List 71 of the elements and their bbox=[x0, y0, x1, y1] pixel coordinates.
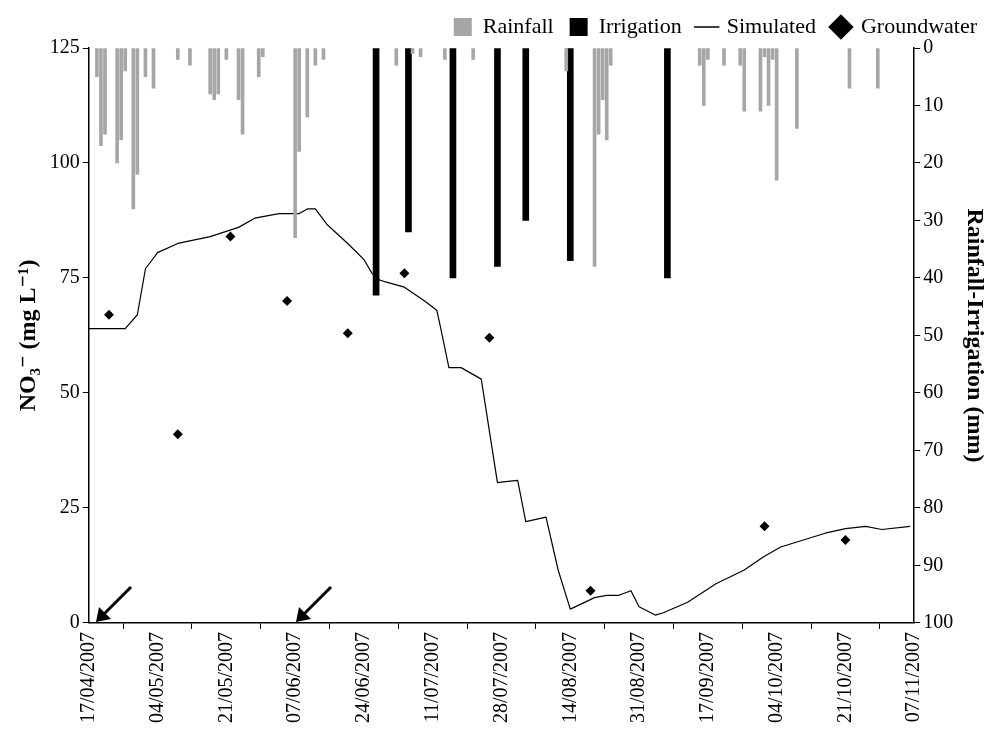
x-tick-label: 04/10/2007 bbox=[763, 631, 786, 724]
y2-tick-label: 80 bbox=[923, 495, 944, 518]
y2-tick-label: 100 bbox=[923, 610, 954, 633]
y-tick-label: 25 bbox=[59, 495, 80, 518]
y-tick-label: 75 bbox=[59, 265, 80, 288]
x-tick-label: 07/06/2007 bbox=[282, 631, 305, 724]
point bbox=[342, 328, 353, 339]
point bbox=[585, 585, 596, 596]
y2-tick-label: 20 bbox=[923, 150, 944, 173]
bar bbox=[256, 48, 261, 78]
bar bbox=[522, 48, 530, 221]
x-tick-label: 14/08/2007 bbox=[557, 631, 580, 724]
x-tick-label: 21/05/2007 bbox=[213, 631, 236, 724]
y-tick-label: 125 bbox=[49, 35, 80, 58]
bar bbox=[449, 48, 457, 279]
bar bbox=[188, 48, 192, 66]
point bbox=[104, 309, 115, 320]
bar bbox=[405, 48, 412, 233]
x-tick-label: 17/09/2007 bbox=[695, 631, 718, 724]
bar bbox=[875, 48, 880, 89]
bar bbox=[722, 48, 726, 66]
bar bbox=[394, 48, 399, 66]
point bbox=[282, 295, 293, 306]
bar bbox=[566, 48, 574, 262]
x-tick-label: 28/07/2007 bbox=[488, 631, 511, 724]
legend-label: Rainfall bbox=[482, 12, 554, 38]
bar bbox=[471, 48, 476, 60]
bar bbox=[604, 48, 609, 141]
x-tick-label: 24/06/2007 bbox=[351, 631, 374, 724]
legend-label: Irrigation bbox=[598, 12, 682, 38]
bar bbox=[212, 48, 217, 101]
y2-tick-label: 40 bbox=[923, 265, 944, 288]
point bbox=[225, 231, 236, 242]
x-tick-label: 17/04/2007 bbox=[76, 631, 99, 724]
x-tick-label: 11/07/2007 bbox=[419, 631, 442, 723]
y2-tick-label: 60 bbox=[923, 380, 944, 403]
bar bbox=[293, 48, 297, 239]
bar bbox=[564, 48, 569, 72]
bar bbox=[664, 48, 671, 279]
y2-axis-title: Rainfall-Irrigation (mm) bbox=[963, 208, 990, 463]
bar bbox=[131, 48, 136, 210]
bar bbox=[701, 48, 706, 106]
bar bbox=[305, 48, 310, 118]
legend-label: Groundwater bbox=[860, 12, 978, 38]
y-tick-label: 100 bbox=[49, 150, 80, 173]
y2-tick-label: 70 bbox=[923, 437, 944, 460]
x-tick-label: 31/08/2007 bbox=[626, 631, 649, 724]
bar bbox=[494, 48, 501, 267]
point bbox=[759, 521, 770, 532]
y2-tick-label: 30 bbox=[923, 207, 944, 230]
legend-label: Simulated bbox=[726, 12, 816, 38]
bar bbox=[175, 48, 180, 60]
point bbox=[399, 268, 410, 279]
bar bbox=[115, 48, 119, 164]
y2-tick-label: 0 bbox=[923, 35, 934, 58]
bar bbox=[742, 48, 747, 112]
bar bbox=[443, 48, 447, 60]
y-tick-label: 0 bbox=[69, 610, 80, 633]
point bbox=[840, 535, 851, 546]
y-axis-title: NO₃⁻ (mg L⁻¹) bbox=[13, 259, 40, 412]
x-tick-label: 21/10/2007 bbox=[832, 631, 855, 724]
x-tick-label: 04/05/2007 bbox=[144, 631, 167, 724]
y2-tick-label: 50 bbox=[923, 322, 944, 345]
x-tick-label: 07/11/2007 bbox=[901, 631, 924, 723]
y2-tick-label: 10 bbox=[923, 92, 944, 115]
y-tick-label: 50 bbox=[59, 380, 80, 403]
point bbox=[484, 332, 495, 343]
bar bbox=[795, 48, 799, 129]
point bbox=[172, 429, 183, 440]
bar bbox=[99, 48, 103, 147]
y2-tick-label: 90 bbox=[923, 552, 944, 575]
